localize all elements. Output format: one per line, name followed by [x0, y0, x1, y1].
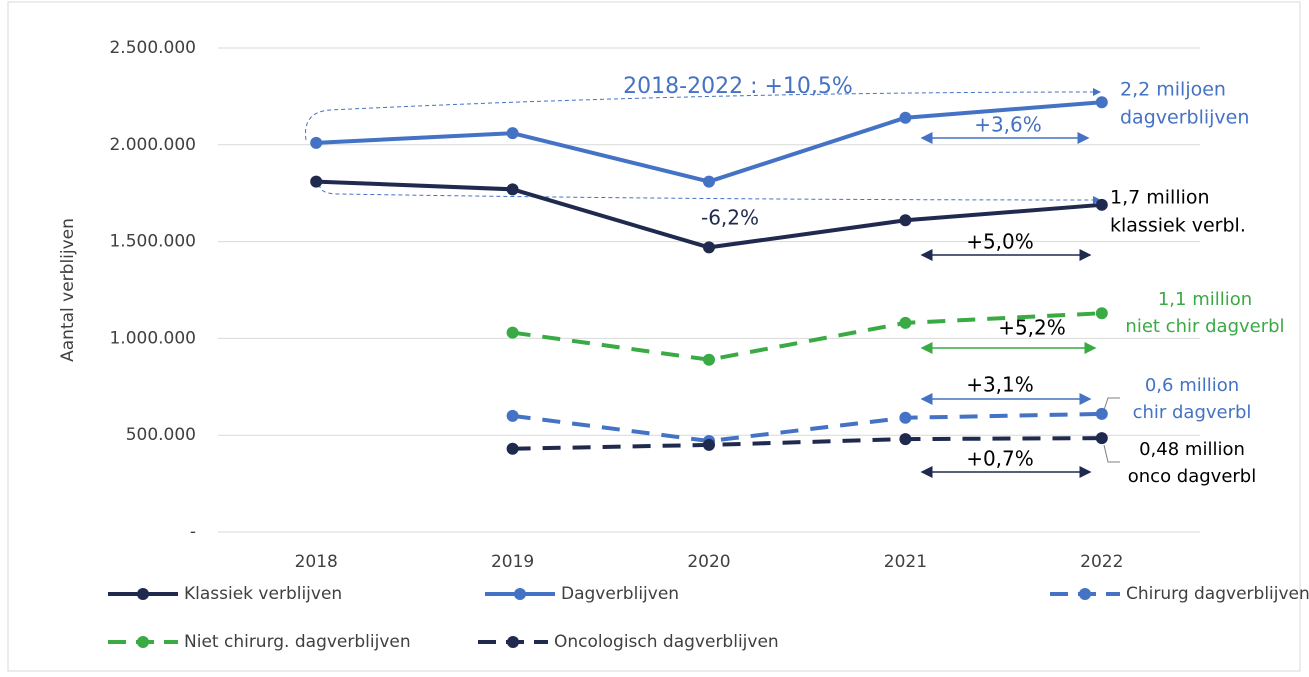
annotation: niet chir dagverbl [1125, 316, 1284, 337]
annotation: +5,2% [998, 316, 1066, 340]
data-point [1095, 198, 1108, 211]
x-tick-label: 2018 [295, 552, 338, 572]
annotation: 1,1 million [1158, 289, 1252, 310]
x-tick-label: 2022 [1080, 552, 1123, 572]
y-tick-label: 1.500.000 [109, 232, 196, 252]
y-tick-label: 500.000 [126, 425, 196, 445]
data-point [899, 214, 912, 227]
annotation: +5,0% [966, 230, 1034, 254]
x-tick-label: 2021 [884, 552, 927, 572]
data-point [899, 111, 912, 124]
legend-label: Chirurg dagverblijven [1126, 584, 1309, 604]
y-tick-label: 2.000.000 [109, 135, 196, 155]
data-point [1095, 307, 1108, 320]
data-point [1095, 407, 1108, 420]
y-tick-label: - [190, 522, 196, 542]
data-point [506, 442, 519, 455]
bracket [319, 183, 1101, 204]
legend-label: Dagverblijven [561, 584, 679, 604]
legend-label: Klassiek verblijven [184, 584, 342, 604]
data-point [310, 136, 323, 149]
legend-item: Klassiek verblijven [108, 584, 342, 604]
data-point [506, 409, 519, 422]
legend-item: Chirurg dagverblijven [1050, 584, 1309, 604]
annotation: 0,48 million [1139, 439, 1245, 460]
annotation: klassiek verbl. [1110, 215, 1246, 237]
data-point [703, 438, 715, 451]
annotation: onco dagverbl [1128, 466, 1257, 487]
series [506, 432, 1108, 455]
legend-marker [137, 636, 149, 648]
legend-marker [514, 588, 526, 600]
legend-marker [507, 636, 519, 648]
annotation: -6,2% [701, 206, 759, 230]
grid [218, 47, 1200, 533]
annotation: 0,6 million [1145, 375, 1239, 396]
data-point [703, 353, 715, 366]
data-point [703, 241, 715, 254]
y-tick-label: 1.000.000 [109, 328, 196, 348]
data-point [899, 411, 912, 424]
legend-item: Oncologisch dagverblijven [478, 632, 779, 652]
bracket [305, 88, 1101, 141]
annotation: chir dagverbl [1133, 402, 1252, 423]
data-point [1095, 96, 1108, 109]
series [506, 407, 1108, 448]
y-tick-label: 2.500.000 [109, 38, 196, 58]
annotation: +3,6% [974, 113, 1042, 137]
series-line [512, 436, 1102, 451]
data-point [310, 175, 323, 188]
legend-label: Oncologisch dagverblijven [554, 632, 779, 652]
legend-item: Niet chirurg. dagverblijven [108, 632, 411, 652]
data-point [506, 127, 519, 140]
legend-label: Niet chirurg. dagverblijven [184, 632, 411, 652]
annotation: 2,2 miljoen [1120, 79, 1226, 101]
y-axis-label: Aantal verblijven [58, 218, 78, 362]
x-tick-label: 2020 [687, 552, 730, 572]
data-point [899, 316, 912, 329]
series [506, 307, 1108, 366]
annotation: 1,7 million [1110, 187, 1210, 209]
data-point [899, 433, 912, 446]
annotation: 2018-2022 : +10,5% [623, 74, 853, 99]
x-tick-label: 2019 [491, 552, 534, 572]
legend-marker [1079, 588, 1091, 600]
series-line [512, 411, 1102, 444]
series [310, 175, 1108, 254]
data-point [703, 175, 715, 188]
leader [1103, 397, 1120, 411]
leader [1103, 444, 1120, 463]
annotation: dagverblijven [1120, 107, 1249, 129]
annotation: +3,1% [966, 373, 1034, 397]
data-point [506, 326, 519, 339]
series-line [512, 311, 1102, 362]
series [310, 96, 1108, 188]
chart-frame [7, 1, 1301, 672]
data-point [1095, 432, 1108, 445]
legend-item: Dagverblijven [485, 584, 679, 604]
data-point [506, 183, 519, 196]
legend-marker [137, 588, 149, 600]
annotation: +0,7% [966, 447, 1034, 471]
annotation-arrows [305, 88, 1120, 478]
